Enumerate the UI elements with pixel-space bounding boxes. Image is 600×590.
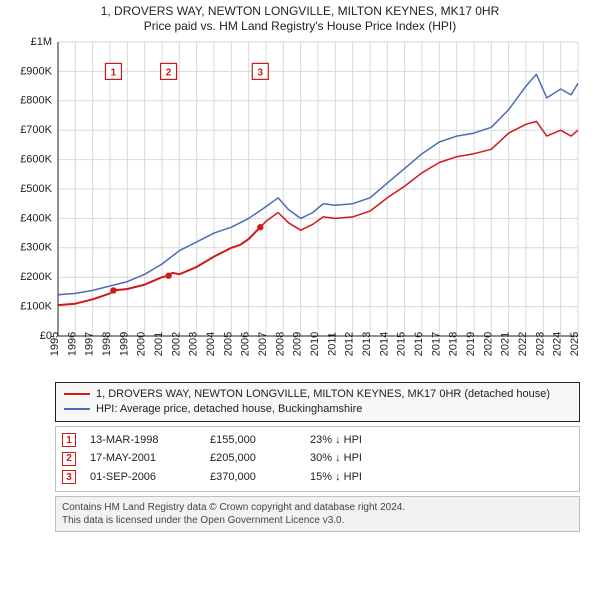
transactions-box: 1 13-MAR-1998£155,00023% ↓ HPI 2 17-MAY-200…	[55, 426, 580, 492]
svg-text:2023: 2023	[534, 332, 546, 356]
svg-text:2020: 2020	[482, 332, 494, 356]
transaction-price: £155,000	[210, 431, 310, 450]
svg-text:1997: 1997	[84, 332, 96, 356]
legend-swatch	[64, 408, 90, 410]
svg-text:2003: 2003	[188, 332, 200, 356]
svg-text:2009: 2009	[292, 332, 304, 356]
legend-box: 1, DROVERS WAY, NEWTON LONGVILLE, MILTON…	[55, 382, 580, 422]
svg-text:2010: 2010	[309, 332, 321, 356]
transaction-price: £205,000	[210, 449, 310, 468]
svg-text:2005: 2005	[222, 332, 234, 356]
svg-text:£800K: £800K	[20, 95, 52, 107]
price-chart-svg: £0£100K£200K£300K£400K£500K£600K£700K£80…	[10, 36, 590, 376]
transaction-marker: 1	[62, 433, 76, 447]
svg-text:2018: 2018	[448, 332, 460, 356]
svg-text:£500K: £500K	[20, 183, 52, 195]
svg-text:2: 2	[166, 67, 172, 78]
transaction-date: 13-MAR-1998	[90, 431, 210, 450]
transaction-delta: 15% ↓ HPI	[310, 468, 573, 487]
transaction-marker: 3	[62, 470, 76, 484]
svg-text:2025: 2025	[569, 332, 581, 356]
legend-item: HPI: Average price, detached house, Buck…	[64, 402, 571, 417]
series-marker	[165, 273, 171, 279]
svg-text:2000: 2000	[136, 332, 148, 356]
svg-text:2007: 2007	[257, 332, 269, 356]
svg-text:1999: 1999	[118, 332, 130, 356]
transaction-delta: 30% ↓ HPI	[310, 449, 573, 468]
transaction-price: £370,000	[210, 468, 310, 487]
transaction-marker: 2	[62, 452, 76, 466]
svg-text:1996: 1996	[66, 332, 78, 356]
attribution-line-1: Contains HM Land Registry data © Crown c…	[62, 501, 573, 514]
legend-swatch	[64, 393, 90, 395]
title-line-1: 1, DROVERS WAY, NEWTON LONGVILLE, MILTON…	[0, 4, 600, 19]
svg-text:2002: 2002	[170, 332, 182, 356]
svg-text:2004: 2004	[205, 332, 217, 356]
svg-text:£1M: £1M	[31, 36, 52, 48]
svg-text:£100K: £100K	[20, 301, 52, 313]
legend-label: HPI: Average price, detached house, Buck…	[96, 402, 362, 417]
svg-text:£400K: £400K	[20, 212, 52, 224]
svg-text:2013: 2013	[361, 332, 373, 356]
svg-text:1998: 1998	[101, 332, 113, 356]
transaction-row: 1 13-MAR-1998£155,00023% ↓ HPI	[62, 431, 573, 450]
svg-text:£300K: £300K	[20, 242, 52, 254]
chart-title: 1, DROVERS WAY, NEWTON LONGVILLE, MILTON…	[0, 0, 600, 34]
chart-marker-3: 3	[252, 63, 268, 79]
legend-label: 1, DROVERS WAY, NEWTON LONGVILLE, MILTON…	[96, 387, 550, 402]
chart: £0£100K£200K£300K£400K£500K£600K£700K£80…	[10, 36, 600, 376]
attribution-box: Contains HM Land Registry data © Crown c…	[55, 496, 580, 532]
attribution-line-2: This data is licensed under the Open Gov…	[62, 514, 573, 527]
transaction-row: 2 17-MAY-2001£205,00030% ↓ HPI	[62, 449, 573, 468]
series-marker	[110, 287, 116, 293]
svg-text:2022: 2022	[517, 332, 529, 356]
svg-text:2017: 2017	[430, 332, 442, 356]
svg-text:1995: 1995	[49, 332, 61, 356]
svg-text:2021: 2021	[500, 332, 512, 356]
svg-text:£600K: £600K	[20, 154, 52, 166]
svg-text:£700K: £700K	[20, 124, 52, 136]
svg-text:2014: 2014	[378, 332, 390, 356]
svg-text:£900K: £900K	[20, 65, 52, 77]
transaction-row: 3 01-SEP-2006£370,00015% ↓ HPI	[62, 468, 573, 487]
legend-item: 1, DROVERS WAY, NEWTON LONGVILLE, MILTON…	[64, 387, 571, 402]
chart-marker-1: 1	[105, 63, 121, 79]
svg-text:2006: 2006	[240, 332, 252, 356]
transaction-delta: 23% ↓ HPI	[310, 431, 573, 450]
svg-text:2019: 2019	[465, 332, 477, 356]
svg-text:2015: 2015	[396, 332, 408, 356]
title-line-2: Price paid vs. HM Land Registry's House …	[0, 19, 600, 34]
svg-text:£200K: £200K	[20, 271, 52, 283]
svg-text:2001: 2001	[153, 332, 165, 356]
svg-text:2012: 2012	[344, 332, 356, 356]
svg-text:2024: 2024	[552, 332, 564, 356]
svg-text:2016: 2016	[413, 332, 425, 356]
svg-text:2008: 2008	[274, 332, 286, 356]
svg-text:3: 3	[257, 67, 263, 78]
figure-container: { "title": { "line1": "1, DROVERS WAY, N…	[0, 0, 600, 590]
chart-marker-2: 2	[161, 63, 177, 79]
transaction-date: 17-MAY-2001	[90, 449, 210, 468]
svg-text:2011: 2011	[326, 332, 338, 356]
svg-text:1: 1	[111, 67, 117, 78]
transaction-date: 01-SEP-2006	[90, 468, 210, 487]
